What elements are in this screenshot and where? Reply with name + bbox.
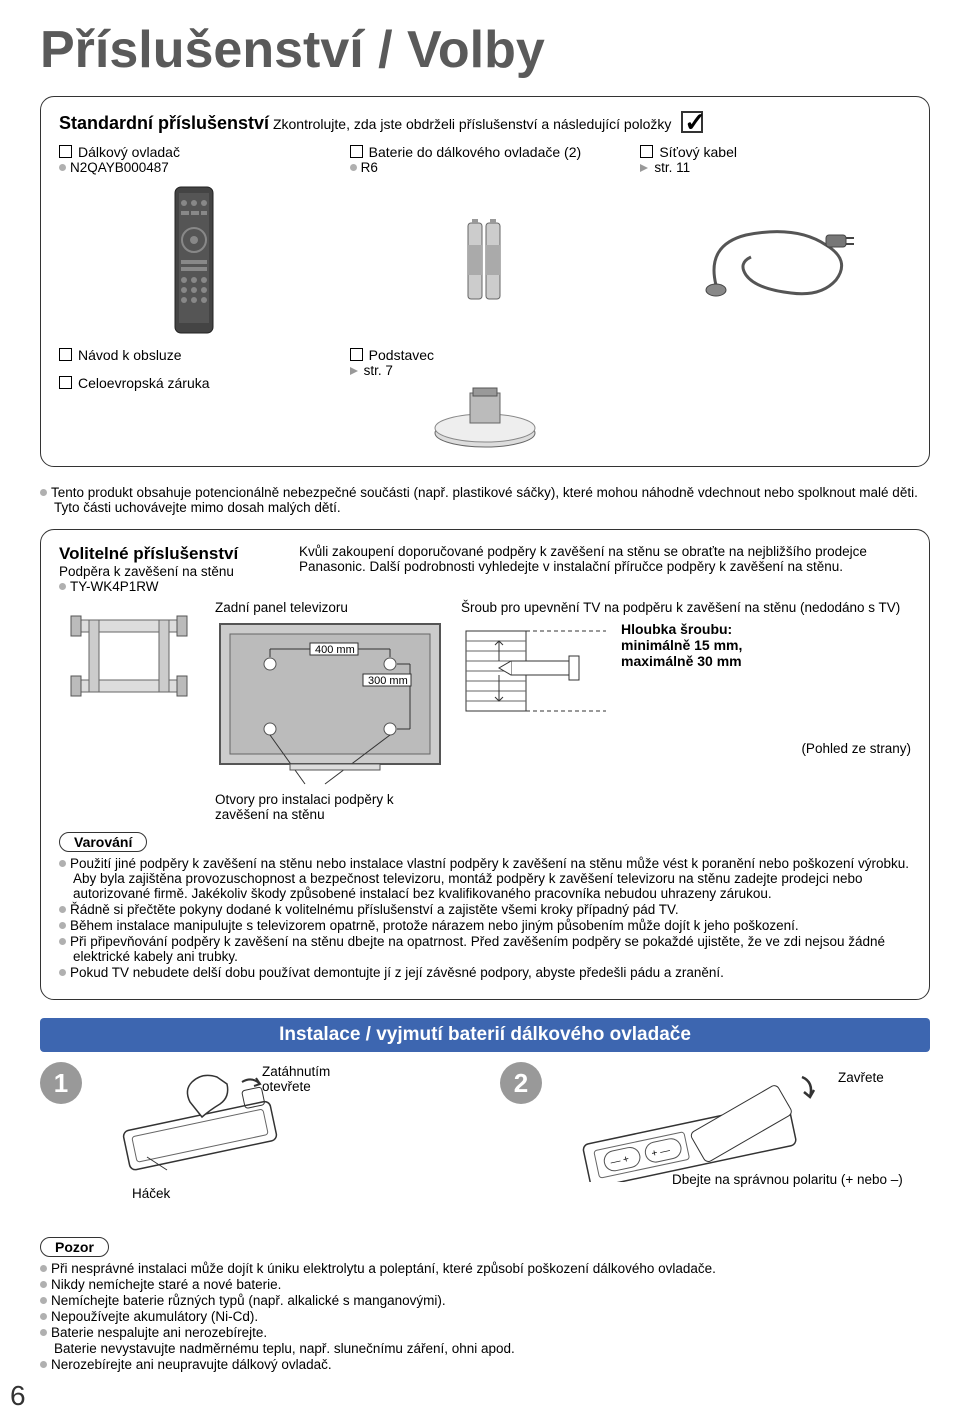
remote-column: Dálkový ovladač N2QAYB000487: [59, 144, 330, 175]
remote-close-diagram: — + + —: [552, 1062, 832, 1182]
side-view-label: (Pohled ze strany): [461, 741, 911, 756]
pedestal-label: Podstavec: [350, 347, 621, 363]
battery-install-heading: Instalace / vyjmutí baterií dálkového ov…: [40, 1018, 930, 1052]
warn-item: Během instalace manipulujte s televizore…: [70, 918, 799, 933]
holes-label: Otvory pro instalaci podpěry k zavěšení …: [215, 792, 445, 822]
warn-item: Řádně si přečtěte pokyny dodané k volite…: [70, 902, 679, 917]
svg-text:300 mm: 300 mm: [368, 675, 408, 687]
screw-desc: Šroub pro upevnění TV na podpěru k zavěš…: [461, 600, 911, 615]
battery-type: R6: [361, 160, 378, 175]
battery-column: Baterie do dálkového ovladače (2) R6: [350, 144, 621, 175]
cable-label: Síťový kabel: [640, 144, 911, 160]
caution-heading: Pozor: [40, 1237, 109, 1257]
warning-heading: Varování: [59, 832, 147, 852]
optional-accessories-box: Volitelné příslušenství Podpěra k zavěše…: [40, 529, 930, 1000]
cable-ref: str. 11: [654, 160, 690, 175]
opt-heading: Volitelné příslušenství: [59, 544, 289, 564]
step1-action: Zatáhnutím otevřete: [262, 1064, 352, 1094]
screw-depth-label: Hloubka šroubu:: [621, 621, 742, 637]
checkmark-icon: [681, 111, 703, 133]
svg-text:400 mm: 400 mm: [315, 644, 355, 656]
screw-min: minimálně 15 mm,: [621, 637, 742, 653]
battery-steps: 1 Zatáhnutím otevřete Háček 2: [40, 1062, 930, 1227]
hazard-text: Tento produkt obsahuje potencionálně neb…: [51, 485, 918, 515]
step-2: 2 — + + — Zavřete: [500, 1062, 930, 1227]
step2-polarity: Dbejte na správnou polaritu (+ nebo –): [672, 1172, 930, 1187]
warranty-label: Celoevropská záruka: [59, 375, 330, 391]
battery-label: Baterie do dálkového ovladače (2): [350, 144, 621, 160]
std-heading: Standardní příslušenství: [59, 113, 269, 133]
remote-model: N2QAYB000487: [70, 160, 169, 175]
caution-item: Při nesprávné instalaci může dojít k úni…: [51, 1261, 716, 1276]
warning-list: Použití jiné podpěry k zavěšení na stěnu…: [59, 856, 911, 980]
wall-bracket-icon: [59, 600, 199, 720]
remote-label: Dálkový ovladač: [59, 144, 330, 160]
screw-depth-diagram: [461, 621, 611, 721]
batteries-icon: [460, 215, 510, 305]
page-title: Příslušenství / Volby: [40, 20, 930, 80]
caution-item: Nemíchejte baterie různých typů (např. a…: [51, 1293, 446, 1308]
screw-max: maximálně 30 mm: [621, 653, 742, 669]
bracket-model: TY-WK4P1RW: [70, 579, 159, 594]
std-subtext: Zkontrolujte, zda jste obdrželi přísluše…: [273, 116, 671, 132]
warn-item: Pokud TV nebudete delší dobu používat de…: [70, 965, 724, 980]
tv-rear-diagram: 400 mm 300 mm: [215, 619, 445, 789]
caution-item: Baterie nevystavujte nadměrnému teplu, n…: [54, 1341, 515, 1356]
caution-item: Nikdy nemíchejte staré a nové baterie.: [51, 1277, 281, 1292]
step1-hook: Háček: [132, 1186, 332, 1201]
step-1-number: 1: [40, 1062, 82, 1104]
cable-column: Síťový kabel str. 11: [640, 144, 911, 175]
power-cable-icon: [696, 205, 856, 315]
caution-item: Nerozebírejte ani neupravujte dálkový ov…: [51, 1357, 332, 1372]
pedestal-icon: [425, 378, 545, 448]
bracket-label: Podpěra k zavěšení na stěnu: [59, 564, 289, 579]
standard-accessories-box: Standardní příslušenství Zkontrolujte, z…: [40, 96, 930, 467]
rear-panel-label: Zadní panel televizoru: [215, 600, 445, 615]
hazard-note: Tento produkt obsahuje potencionálně neb…: [40, 485, 930, 515]
step2-action: Zavřete: [838, 1070, 884, 1085]
caution-list: Při nesprávné instalaci může dojít k úni…: [40, 1261, 930, 1372]
warn-item: Při připevňování podpěry k zavěšení na s…: [70, 934, 885, 964]
page-number: 6: [10, 1380, 930, 1412]
opt-desc: Kvůli zakoupení doporučované podpěry k z…: [299, 544, 911, 594]
warn-item: Použití jiné podpěry k zavěšení na stěnu…: [70, 856, 909, 901]
caution-item: Nepoužívejte akumulátory (Ni-Cd).: [51, 1309, 258, 1324]
remote-control-icon: [169, 185, 219, 335]
caution-item: Baterie nespalujte ani nerozebírejte.: [51, 1325, 267, 1340]
step-1: 1 Zatáhnutím otevřete Háček: [40, 1062, 470, 1227]
pedestal-ref: str. 7: [364, 363, 393, 378]
manual-label: Návod k obsluze: [59, 347, 330, 363]
step-2-number: 2: [500, 1062, 542, 1104]
